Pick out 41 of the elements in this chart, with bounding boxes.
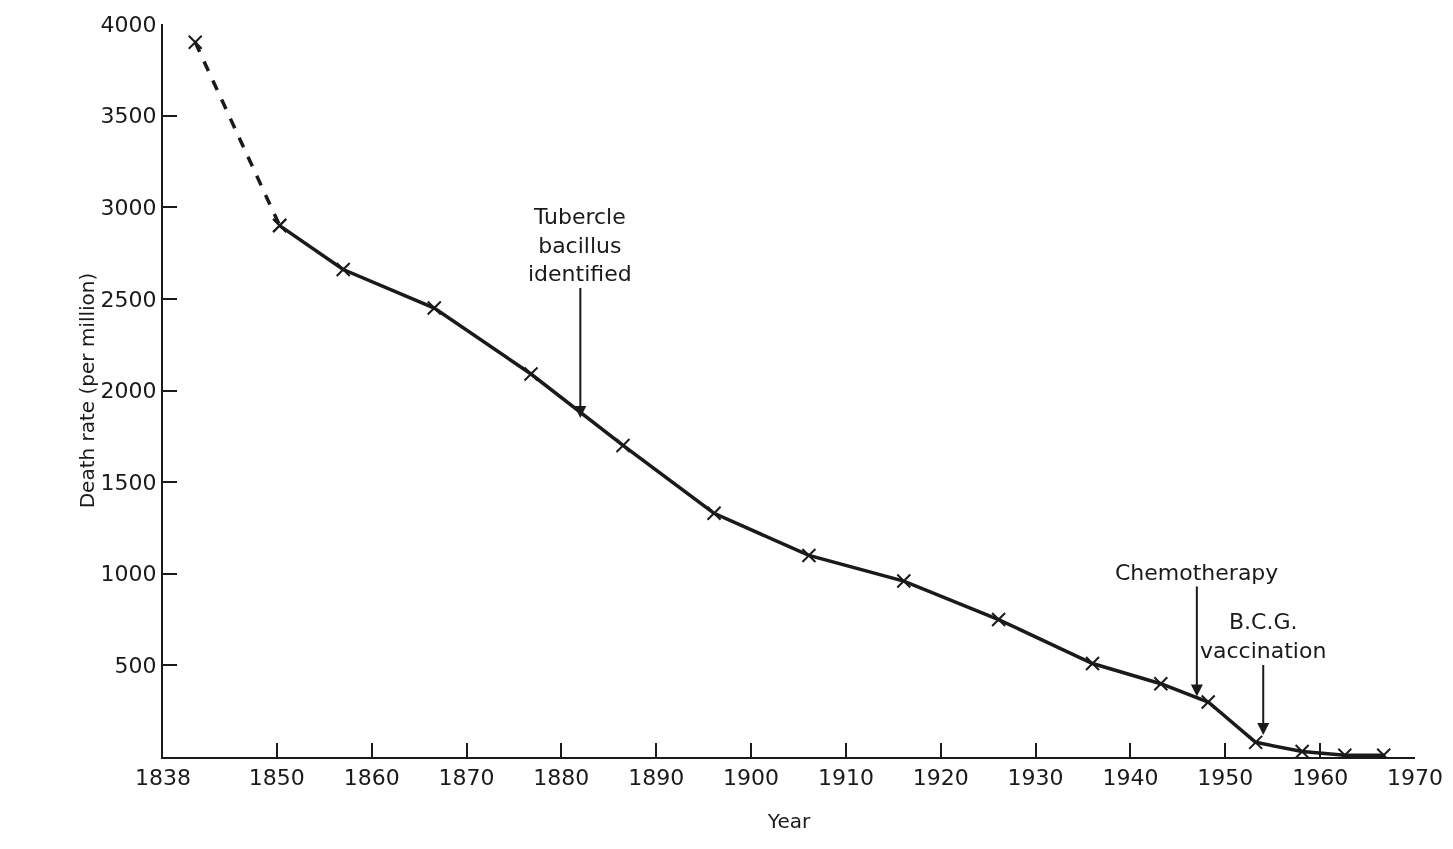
point xyxy=(1200,694,1216,710)
annotation: Chemotherapy xyxy=(1115,560,1279,585)
x-tick-label: 1860 xyxy=(343,765,400,791)
y-tick-label: 500 xyxy=(114,653,157,679)
annotation: B.C.G. vaccination xyxy=(1200,609,1327,663)
point xyxy=(335,262,351,278)
x-tick-label: 1960 xyxy=(1292,765,1349,791)
x-tick-label: 1930 xyxy=(1007,765,1064,791)
y-tick-label: 1500 xyxy=(100,469,157,495)
y-tick-label: 3500 xyxy=(100,103,157,129)
point xyxy=(1085,656,1101,672)
point xyxy=(1248,734,1264,750)
x-tick-label: 1910 xyxy=(817,765,874,791)
y-tick-label: 3000 xyxy=(100,194,157,220)
x-tick-label: 1970 xyxy=(1387,765,1443,791)
point xyxy=(896,573,912,589)
x-tick-label: 1890 xyxy=(628,765,685,791)
point xyxy=(801,547,817,563)
point xyxy=(1294,744,1310,757)
x-tick-label: 1940 xyxy=(1102,765,1159,791)
point xyxy=(991,612,1007,628)
point xyxy=(615,437,631,453)
x-tick-label: 1880 xyxy=(533,765,590,791)
point xyxy=(426,300,442,316)
y-tick-label: 1000 xyxy=(100,561,157,587)
x-tick-label: 1870 xyxy=(438,765,495,791)
x-tick-label: 1838 xyxy=(135,765,191,791)
point xyxy=(523,366,539,382)
x-tick-label: 1850 xyxy=(248,765,305,791)
y-tick-label: 2000 xyxy=(100,378,157,404)
y-axis-title: Death rate (per million) xyxy=(74,272,99,509)
x-axis-title: Year xyxy=(766,809,811,833)
x-tick-label: 1950 xyxy=(1197,765,1254,791)
x-tick-label: 1900 xyxy=(723,765,780,791)
x-tick-label: 1920 xyxy=(912,765,969,791)
point xyxy=(706,505,722,521)
y-tick-label: 4000 xyxy=(100,11,157,37)
y-tick-label: 2500 xyxy=(100,286,157,312)
annotation: Tubercle bacillus identified xyxy=(528,204,632,287)
point xyxy=(187,34,203,50)
point xyxy=(1153,676,1169,692)
